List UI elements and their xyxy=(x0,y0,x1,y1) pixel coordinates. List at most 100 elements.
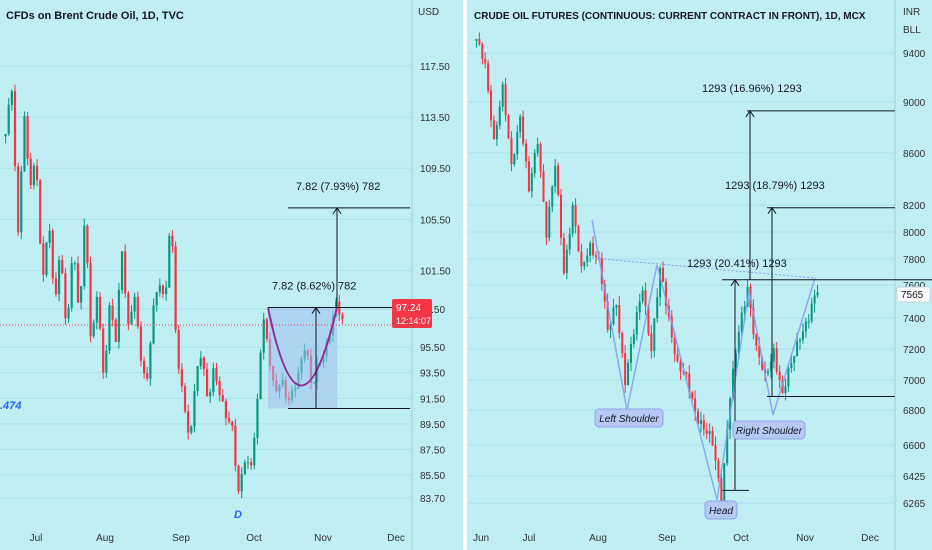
candle xyxy=(256,399,259,438)
candle xyxy=(224,401,228,419)
candle xyxy=(510,138,513,165)
measure-arrow xyxy=(730,278,740,287)
candle xyxy=(524,143,528,162)
candle xyxy=(35,165,39,181)
candle xyxy=(775,348,778,372)
candle xyxy=(133,296,136,312)
candle xyxy=(513,154,516,165)
x-tick-label: Aug xyxy=(589,533,607,544)
measure-label: 1293 (20.41%) 1293 xyxy=(687,258,787,270)
x-tick-label: Jul xyxy=(30,533,43,544)
candle xyxy=(522,116,525,144)
candle xyxy=(504,84,507,116)
candle xyxy=(20,171,23,233)
candle xyxy=(149,343,152,379)
candle xyxy=(740,312,743,333)
x-tick-label: Dec xyxy=(387,533,405,544)
pane-divider[interactable] xyxy=(463,0,467,550)
pattern-label: Right Shoulder xyxy=(736,426,803,437)
candle xyxy=(644,290,647,306)
candle xyxy=(10,91,13,105)
y-tick-label: 91.50 xyxy=(420,394,445,405)
y-tick-label: 8200 xyxy=(903,201,926,212)
brent-chart[interactable]: 7.82 (7.93%) 782 7.82 (8.62%) 782 CFDs on… xyxy=(0,0,463,550)
candle xyxy=(29,158,32,186)
candle xyxy=(685,372,688,374)
y-tick-label: 6425 xyxy=(903,472,926,483)
candle xyxy=(527,161,530,192)
candle xyxy=(627,362,630,386)
y-tick-label: 87.50 xyxy=(420,445,445,456)
candle xyxy=(507,115,510,139)
crude-currency-label: INR xyxy=(903,7,920,18)
candle xyxy=(67,307,70,319)
candle xyxy=(51,230,54,279)
measure-label: 1293 (16.96%) 1293 xyxy=(702,83,802,95)
candle xyxy=(516,131,519,155)
crude-futures-chart[interactable]: 1293 (16.96%) 1293 1293 (18.79%) 1293 1293… xyxy=(467,0,932,550)
candle xyxy=(26,116,29,159)
candle xyxy=(136,296,139,327)
candle xyxy=(475,38,478,41)
cup-shade xyxy=(268,307,337,409)
y-tick-label: 83.70 xyxy=(420,494,445,505)
candle xyxy=(183,386,187,412)
y-tick-label: 93.50 xyxy=(420,369,445,380)
candle xyxy=(108,305,111,351)
candle xyxy=(146,373,149,379)
x-tick-label: Dec xyxy=(861,533,879,544)
candle xyxy=(102,328,105,373)
x-tick-label: Nov xyxy=(314,533,332,544)
candle xyxy=(48,230,51,243)
x-tick-label: Jun xyxy=(473,533,489,544)
candle xyxy=(73,263,76,265)
candle xyxy=(240,474,243,492)
candle xyxy=(778,371,781,380)
candle xyxy=(781,379,784,393)
candle xyxy=(92,322,95,337)
y-tick-label: 9400 xyxy=(903,49,926,60)
candle xyxy=(641,290,644,302)
candle xyxy=(755,334,758,346)
candle xyxy=(187,411,190,433)
candle xyxy=(202,357,206,370)
candle xyxy=(212,368,215,393)
candle xyxy=(495,125,498,140)
measure-arrow xyxy=(767,206,777,214)
candle xyxy=(39,180,42,244)
candle xyxy=(227,418,231,422)
candle xyxy=(594,255,598,258)
candle xyxy=(70,263,73,308)
measure-label: 1293 (18.79%) 1293 xyxy=(725,180,825,192)
candle xyxy=(180,368,183,387)
candle xyxy=(551,186,554,207)
candle xyxy=(571,205,574,234)
candle xyxy=(702,420,705,430)
candle xyxy=(539,143,542,172)
y-tick-label: 95.50 xyxy=(420,343,445,354)
x-tick-label: Oct xyxy=(246,533,262,544)
y-tick-label: 9000 xyxy=(903,98,926,109)
candle xyxy=(165,287,168,295)
candle xyxy=(784,386,787,393)
candle xyxy=(193,391,196,427)
candle xyxy=(86,225,89,264)
candle xyxy=(676,354,679,362)
candle xyxy=(237,465,240,492)
crude-chart-title: CRUDE OIL FUTURES (CONTINUOUS: CURRENT C… xyxy=(474,11,866,22)
candle xyxy=(793,356,796,363)
candle xyxy=(650,333,653,352)
candle xyxy=(218,380,221,396)
candle xyxy=(769,361,772,372)
candle xyxy=(42,243,45,275)
brent-chart-pane[interactable]: 7.82 (7.93%) 782 7.82 (8.62%) 782 CFDs on… xyxy=(0,0,463,550)
candle xyxy=(174,246,177,330)
candle xyxy=(341,314,344,320)
measure-arrow xyxy=(332,206,342,215)
crude-futures-chart-pane[interactable]: 1293 (16.96%) 1293 1293 (18.79%) 1293 1293… xyxy=(467,0,932,550)
candle xyxy=(17,166,20,233)
candle xyxy=(609,324,612,330)
candle xyxy=(621,333,624,354)
candle xyxy=(691,392,694,399)
candle xyxy=(209,392,212,397)
